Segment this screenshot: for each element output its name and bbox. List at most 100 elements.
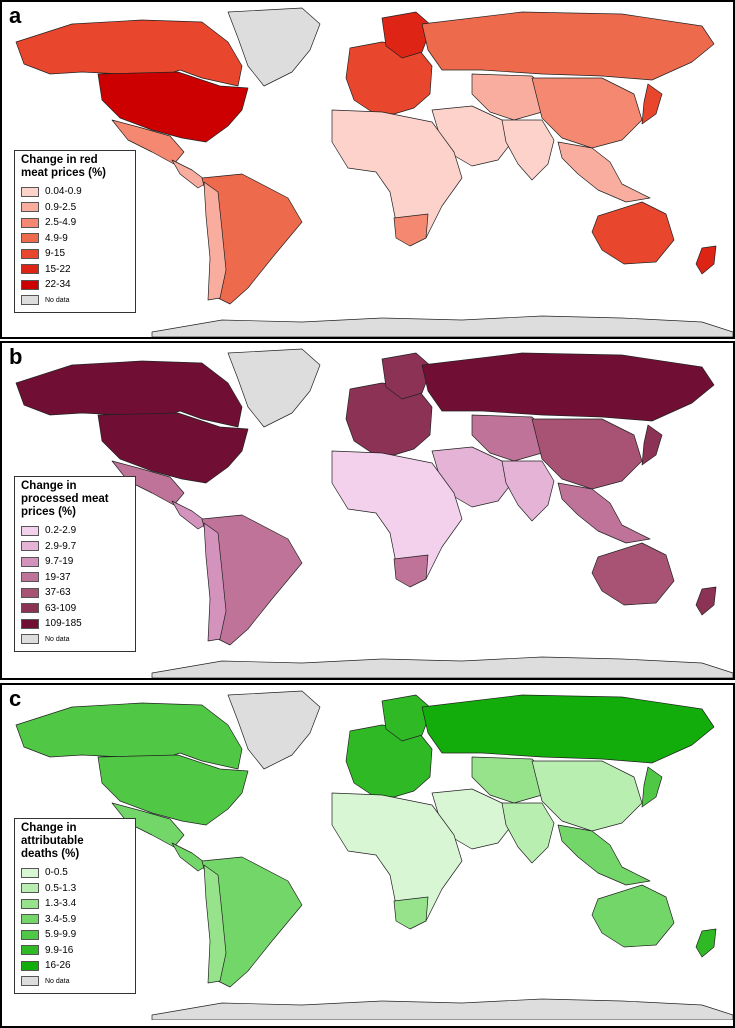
region-scandinavia bbox=[381, 694, 433, 742]
legend-swatch bbox=[21, 279, 39, 290]
legend-swatch bbox=[21, 541, 39, 552]
region-southeast-asia bbox=[557, 824, 651, 886]
legend-label: 5.9-9.9 bbox=[45, 929, 77, 941]
legend-swatch bbox=[21, 960, 39, 971]
region-south-asia bbox=[501, 119, 555, 181]
legend-swatch bbox=[21, 603, 39, 614]
region-new-zealand bbox=[695, 586, 717, 616]
legend-item: 3.4-5.9 bbox=[21, 912, 129, 928]
legend-swatch bbox=[21, 233, 39, 244]
region-russia bbox=[421, 352, 715, 422]
legend-item: 2.9-9.7 bbox=[21, 539, 129, 555]
legend-swatch bbox=[21, 618, 39, 629]
legend-title: Change in processed meat prices (%) bbox=[21, 480, 129, 519]
region-north-america bbox=[15, 702, 243, 770]
region-usa bbox=[97, 412, 249, 484]
legend-title-line: processed meat bbox=[21, 493, 109, 505]
legend-swatch bbox=[21, 186, 39, 197]
legend-swatch bbox=[21, 929, 39, 940]
legend-label: 2.5-4.9 bbox=[45, 217, 77, 229]
legend-swatch bbox=[21, 883, 39, 894]
legend-title-line: Change in bbox=[21, 480, 77, 492]
legend-item: 0.04-0.9 bbox=[21, 184, 129, 200]
region-south-africa bbox=[393, 896, 429, 930]
legend-swatch bbox=[21, 295, 39, 306]
world-map bbox=[15, 690, 733, 1020]
legend-swatch bbox=[21, 976, 39, 987]
region-antarctica bbox=[151, 315, 733, 337]
region-greenland bbox=[227, 348, 321, 428]
region-china bbox=[531, 418, 643, 490]
legend-label: 22-34 bbox=[45, 279, 71, 291]
panel-c-attributable-deaths: c Change in attributable deaths (%) 0-0.5 0… bbox=[0, 683, 735, 1028]
legend-item: 4.9-9 bbox=[21, 231, 129, 247]
legend-item: 16-26 bbox=[21, 958, 129, 974]
legend-label: 16-26 bbox=[45, 960, 71, 972]
world-map bbox=[15, 7, 733, 337]
legend-label: 9.9-16 bbox=[45, 944, 74, 956]
region-new-zealand bbox=[695, 928, 717, 958]
region-south-america-west bbox=[203, 522, 227, 642]
region-japan bbox=[641, 766, 663, 808]
legend-label: 0-0.5 bbox=[45, 867, 68, 879]
legend-title-line: Change in red bbox=[21, 154, 98, 166]
legend-swatch bbox=[21, 248, 39, 259]
region-greenland bbox=[227, 690, 321, 770]
legend-label: 9-15 bbox=[45, 248, 66, 260]
legend-label: 9.7-19 bbox=[45, 556, 74, 568]
legend-item: 0-0.5 bbox=[21, 865, 129, 881]
region-scandinavia bbox=[381, 352, 433, 400]
legend-item: 9.7-19 bbox=[21, 554, 129, 570]
legend-label: 0.04-0.9 bbox=[45, 186, 82, 198]
region-central-america bbox=[171, 842, 209, 872]
legend-label: 0.5-1.3 bbox=[45, 882, 77, 894]
region-north-america bbox=[15, 19, 243, 87]
region-usa bbox=[97, 71, 249, 143]
legend-item: 5.9-9.9 bbox=[21, 927, 129, 943]
region-australia bbox=[591, 542, 675, 606]
region-south-asia bbox=[501, 802, 555, 864]
region-central-america bbox=[171, 500, 209, 530]
region-usa bbox=[97, 754, 249, 826]
legend-title-line: prices (%) bbox=[21, 506, 76, 518]
region-south-america-west bbox=[203, 864, 227, 984]
legend-label: 2.9-9.7 bbox=[45, 540, 77, 552]
region-russia bbox=[421, 11, 715, 81]
region-russia bbox=[421, 694, 715, 764]
legend-item: 22-34 bbox=[21, 277, 129, 293]
legend: Change in red meat prices (%) 0.04-0.9 0.9… bbox=[14, 150, 136, 313]
legend-title-line: meat prices (%) bbox=[21, 167, 107, 179]
panel-letter: c bbox=[9, 686, 22, 711]
region-new-zealand bbox=[695, 245, 717, 275]
legend-swatch bbox=[21, 945, 39, 956]
legend-label: 19-37 bbox=[45, 571, 71, 583]
legend-label: 1.3-3.4 bbox=[45, 898, 77, 910]
region-australia bbox=[591, 884, 675, 948]
legend-item: 0.2-2.9 bbox=[21, 523, 129, 539]
panel-letter: a bbox=[9, 3, 22, 28]
region-south-asia bbox=[501, 460, 555, 522]
legend-item-no-data: No data bbox=[21, 632, 129, 648]
region-mexico bbox=[111, 119, 185, 165]
legend-item: 63-109 bbox=[21, 601, 129, 617]
legend-swatch bbox=[21, 634, 39, 645]
legend-title: Change in red meat prices (%) bbox=[21, 154, 129, 180]
legend-swatch bbox=[21, 572, 39, 583]
legend-label: No data bbox=[45, 635, 70, 643]
region-china bbox=[531, 77, 643, 149]
region-southeast-asia bbox=[557, 141, 651, 203]
region-scandinavia bbox=[381, 11, 433, 59]
region-south-africa bbox=[393, 554, 429, 588]
legend-swatch bbox=[21, 914, 39, 925]
legend-label: 0.9-2.5 bbox=[45, 201, 77, 213]
legend-label: 4.9-9 bbox=[45, 232, 68, 244]
legend-title-line: attributable bbox=[21, 835, 84, 847]
legend-item: 0.5-1.3 bbox=[21, 881, 129, 897]
legend-swatch bbox=[21, 898, 39, 909]
legend-title-line: deaths (%) bbox=[21, 848, 80, 860]
legend-label: 15-22 bbox=[45, 263, 71, 275]
legend-swatch bbox=[21, 867, 39, 878]
region-greenland bbox=[227, 7, 321, 87]
legend-label: 3.4-5.9 bbox=[45, 913, 77, 925]
region-central-america bbox=[171, 159, 209, 189]
